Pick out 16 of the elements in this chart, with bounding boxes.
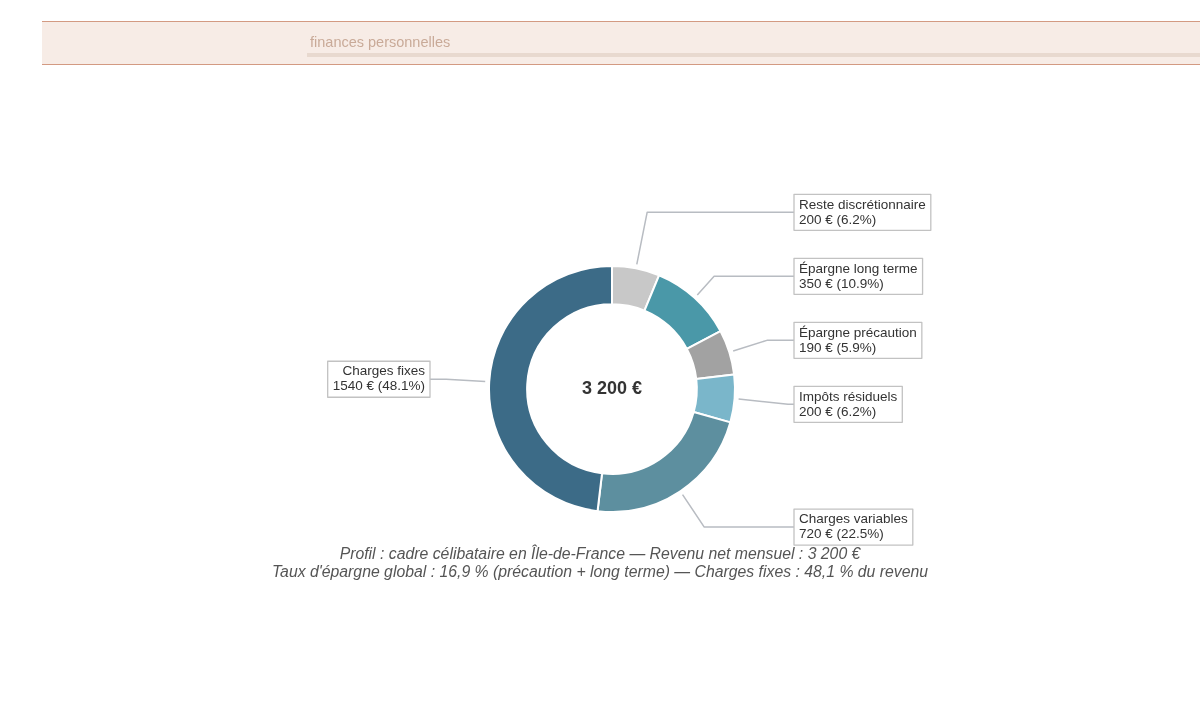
data-label: 200 € (6.2%) — [799, 403, 877, 419]
data-label: 1540 € (48.1%) — [332, 378, 425, 394]
slice-label: Charges fixes — [342, 363, 426, 379]
data-label: 350 € (10.9%) — [799, 275, 884, 291]
slice-label: Reste discrétionnaire — [799, 196, 926, 212]
text: Profil : cadre célibataire en Île-de-France — Revenu net mensuel : 3 200 € — [338, 545, 862, 563]
slice-label: Impôts résiduels — [799, 388, 898, 404]
slice-label: Charges variables — [799, 511, 909, 527]
chart-subtitle: finances personnelles — [310, 34, 451, 51]
data-label: 200 € (6.2%) — [799, 211, 877, 227]
slice-label: Épargne précaution — [799, 324, 917, 340]
data-label: 190 € (5.9%) — [799, 339, 877, 355]
text: 3 200 € — [581, 377, 643, 398]
text: Taux d'épargne global : 16,9 % (précaution + long terme) — Charges fixes : 48,1 % du revenu — [270, 563, 930, 581]
slice-label: Épargne long terme — [799, 260, 918, 276]
data-label: 720 € (22.5%) — [799, 526, 884, 542]
